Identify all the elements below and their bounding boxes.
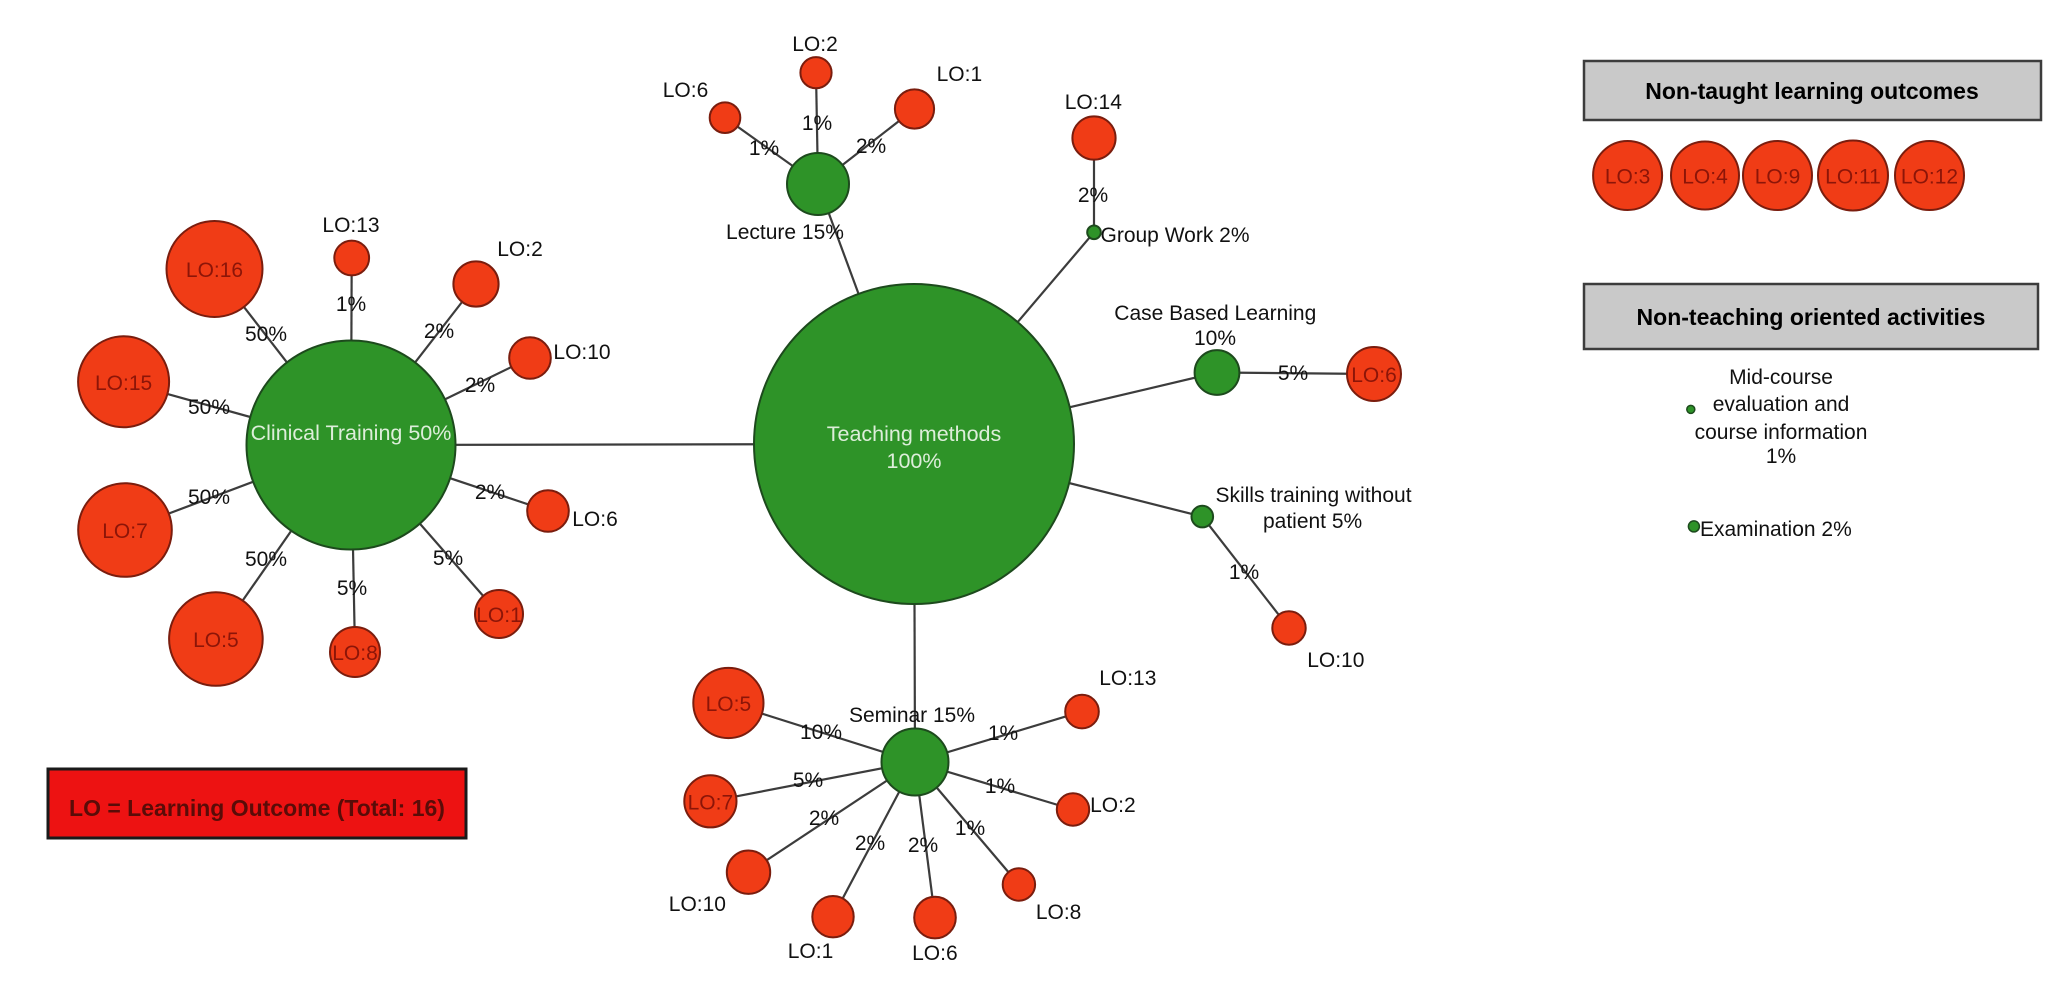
svg-text:LO:12: LO:12 (1901, 166, 1958, 189)
svg-text:LO:2: LO:2 (792, 33, 838, 56)
svg-text:Case Based Learning: Case Based Learning (1114, 302, 1316, 325)
svg-text:Mid-course: Mid-course (1729, 366, 1833, 389)
svg-text:LO:13: LO:13 (1099, 667, 1156, 690)
svg-text:LO:8: LO:8 (332, 642, 378, 665)
svg-text:5%: 5% (433, 547, 463, 570)
svg-text:2%: 2% (475, 481, 505, 504)
svg-text:1%: 1% (1229, 561, 1259, 584)
svg-text:Examination 2%: Examination 2% (1700, 518, 1852, 541)
svg-text:LO:7: LO:7 (688, 791, 734, 814)
svg-text:LO:8: LO:8 (1036, 901, 1082, 924)
svg-text:course information: course information (1695, 421, 1868, 444)
svg-text:1%: 1% (985, 775, 1015, 798)
svg-text:Clinical Training 50%: Clinical Training 50% (251, 421, 452, 445)
svg-text:10%: 10% (800, 721, 842, 744)
svg-text:LO:6: LO:6 (663, 79, 709, 102)
svg-text:50%: 50% (245, 548, 287, 571)
svg-text:50%: 50% (188, 396, 230, 419)
svg-text:1%: 1% (749, 137, 779, 160)
svg-text:Teaching methods: Teaching methods (827, 422, 1002, 446)
svg-text:1%: 1% (955, 817, 985, 840)
svg-text:LO:5: LO:5 (193, 629, 239, 652)
svg-text:LO:7: LO:7 (102, 520, 148, 543)
svg-text:LO:1: LO:1 (788, 940, 834, 963)
svg-text:50%: 50% (245, 323, 287, 346)
svg-text:Seminar 15%: Seminar 15% (849, 704, 975, 727)
svg-text:LO:3: LO:3 (1605, 166, 1651, 189)
svg-text:LO:5: LO:5 (706, 693, 752, 716)
svg-text:Group Work 2%: Group Work 2% (1101, 224, 1250, 247)
svg-text:Non-taught learning outcomes: Non-taught learning outcomes (1645, 78, 1979, 104)
svg-text:2%: 2% (855, 832, 885, 855)
svg-text:1%: 1% (988, 722, 1018, 745)
svg-text:1%: 1% (802, 112, 832, 135)
svg-text:2%: 2% (465, 374, 495, 397)
svg-text:LO:9: LO:9 (1755, 166, 1801, 189)
svg-text:LO:10: LO:10 (553, 341, 610, 364)
svg-text:2%: 2% (809, 807, 839, 830)
svg-text:LO:14: LO:14 (1065, 91, 1123, 114)
svg-text:10%: 10% (1194, 327, 1236, 350)
svg-text:1%: 1% (1766, 445, 1796, 468)
svg-text:2%: 2% (424, 320, 454, 343)
svg-text:LO:15: LO:15 (95, 372, 152, 395)
svg-text:Non-teaching oriented activiti: Non-teaching oriented activities (1637, 304, 1986, 330)
svg-text:LO:1: LO:1 (937, 63, 983, 86)
svg-text:LO:16: LO:16 (186, 259, 243, 282)
svg-text:50%: 50% (188, 486, 230, 509)
svg-text:LO:13: LO:13 (322, 214, 379, 237)
svg-text:LO:6: LO:6 (572, 508, 618, 531)
svg-text:2%: 2% (908, 834, 938, 857)
svg-text:LO = Learning Outcome (Total:: LO = Learning Outcome (Total: 16) (69, 795, 445, 821)
svg-text:2%: 2% (856, 135, 886, 158)
svg-text:2%: 2% (1078, 184, 1108, 207)
svg-text:LO:10: LO:10 (1307, 649, 1364, 672)
svg-text:LO:4: LO:4 (1682, 166, 1728, 189)
svg-text:evaluation and: evaluation and (1713, 393, 1850, 416)
svg-text:LO:11: LO:11 (1825, 166, 1881, 189)
svg-text:5%: 5% (337, 577, 367, 600)
svg-text:5%: 5% (793, 769, 823, 792)
svg-text:LO:2: LO:2 (497, 238, 543, 261)
svg-text:Skills training without: Skills training without (1215, 484, 1411, 507)
svg-text:5%: 5% (1278, 362, 1308, 385)
svg-text:1%: 1% (336, 293, 366, 316)
svg-text:patient 5%: patient 5% (1263, 510, 1362, 533)
svg-text:LO:10: LO:10 (669, 893, 726, 916)
svg-text:LO:1: LO:1 (476, 604, 522, 627)
svg-text:LO:6: LO:6 (912, 942, 958, 965)
svg-text:LO:6: LO:6 (1351, 364, 1397, 387)
svg-text:Lecture 15%: Lecture 15% (726, 221, 844, 244)
svg-text:LO:2: LO:2 (1090, 794, 1136, 817)
svg-text:100%: 100% (887, 449, 942, 473)
